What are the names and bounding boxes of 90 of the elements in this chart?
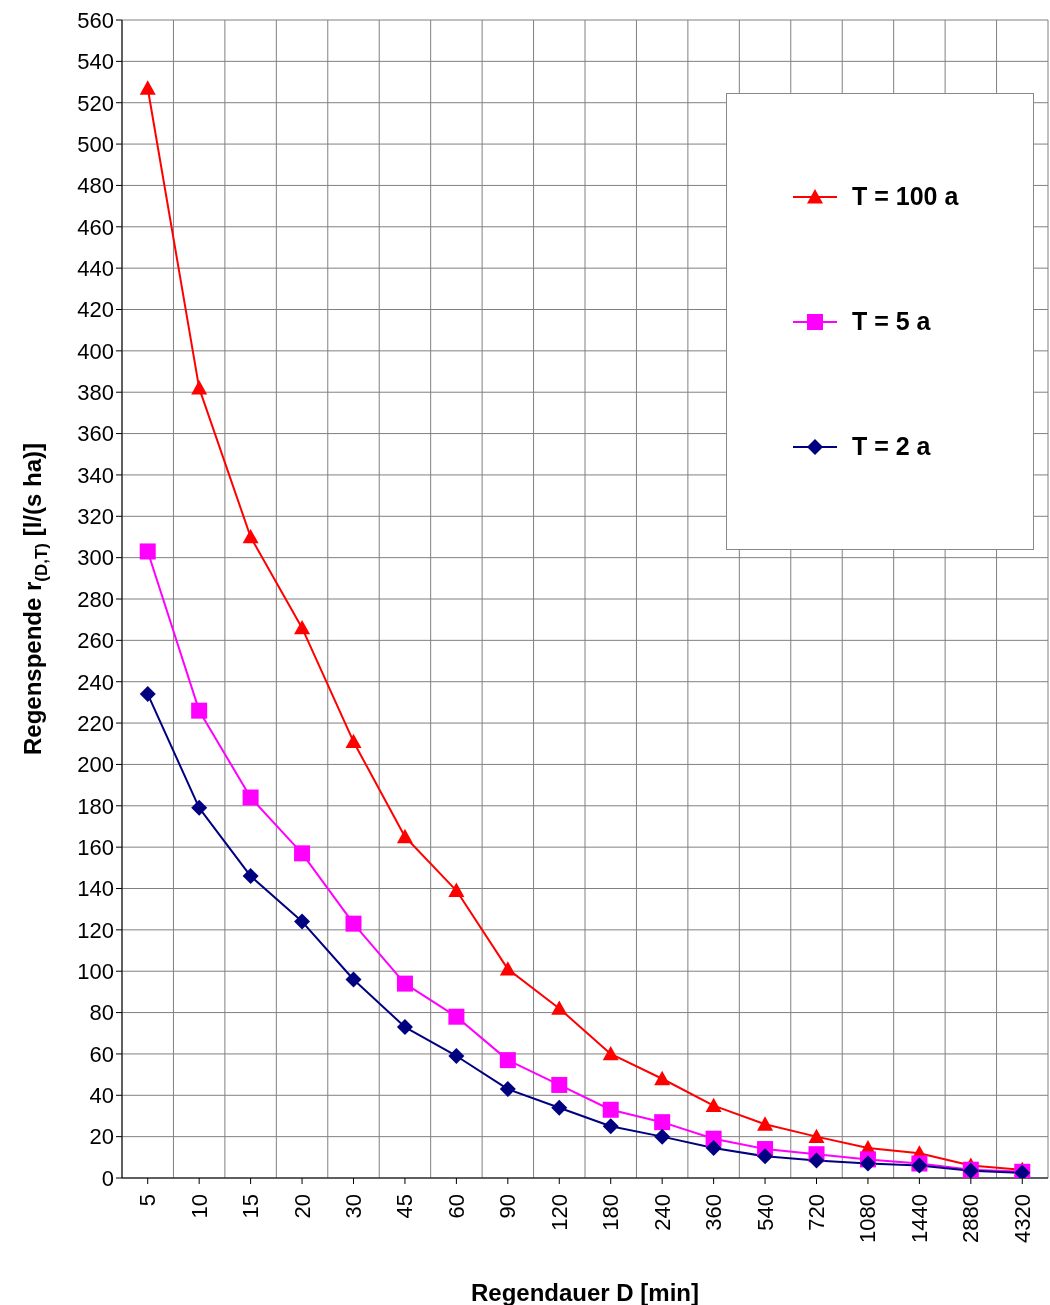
y-tick-label: 80 [89,1000,114,1026]
point [139,80,156,95]
point [191,702,208,719]
point [757,1148,774,1165]
y-tick-label: 440 [77,255,114,281]
x-tick-label: 20 [289,1194,315,1219]
point [294,845,311,862]
y-tick-label: 100 [77,959,114,985]
y-tick-label: 560 [77,7,114,33]
y-tick-label: 380 [77,380,114,406]
point [191,799,208,816]
point [602,1045,619,1061]
y-tick-label: 240 [77,669,114,695]
y-tick-label: 420 [77,297,114,323]
point [602,1118,619,1135]
x-tick-label: 240 [649,1194,675,1231]
x-tick-label: 180 [598,1194,624,1231]
y-tick-label: 360 [77,421,114,447]
y-tick-label: 520 [77,90,114,116]
point [139,543,156,560]
y-tick-label: 60 [89,1041,114,1067]
point [448,882,465,897]
y-tick-label: 500 [77,131,114,157]
x-tick-label: 90 [495,1194,521,1219]
x-tick-label: 60 [443,1194,469,1219]
x-tick-label: 15 [238,1194,264,1219]
point [294,913,311,930]
point [242,868,259,885]
point [396,1019,413,1036]
y-tick-label: 480 [77,173,114,199]
point [242,528,259,544]
point [499,1052,516,1069]
point [139,686,156,703]
y-tick-label: 300 [77,545,114,571]
point [396,975,413,992]
y-tick-label: 320 [77,504,114,530]
y-tick-label: 180 [77,793,114,819]
point [705,1140,722,1157]
point [345,971,362,988]
y-tick-label: 120 [77,917,114,943]
x-tick-label: 5 [135,1194,161,1207]
point [859,1155,876,1172]
y-tick-label: 200 [77,752,114,778]
point [499,961,516,976]
x-tick-label: 540 [752,1194,778,1231]
point [396,828,413,844]
y-tick-label: 260 [77,628,114,654]
point [345,733,362,749]
legend-label: T = 2 a [852,432,931,461]
point [294,619,311,635]
point [551,1099,568,1116]
y-tick-label: 540 [77,49,114,75]
point [808,1128,825,1144]
point [448,1008,465,1025]
y-tick-label: 160 [77,834,114,860]
y-tick-label: 340 [77,462,114,488]
x-tick-label: 120 [546,1194,572,1231]
x-tick-label: 4320 [1009,1194,1035,1243]
y-tick-label: 460 [77,214,114,240]
point [191,380,208,395]
y-tick-label: 220 [77,710,114,736]
point [551,1000,568,1015]
y-tick-label: 140 [77,876,114,902]
point [551,1076,568,1093]
y-tick-label: 20 [89,1124,114,1150]
point [808,1152,825,1169]
y-tick-label: 400 [77,338,114,364]
y-tick-label: 40 [89,1083,114,1109]
point [654,1114,671,1131]
point [602,1101,619,1118]
x-tick-label: 720 [804,1194,829,1231]
x-tick-label: 45 [392,1194,418,1219]
point [705,1097,722,1113]
point [654,1070,671,1086]
point [345,915,362,932]
x-tick-label: 360 [701,1194,727,1231]
point [654,1128,671,1145]
x-tick-label: 2880 [958,1194,984,1243]
x-tick-label: 30 [341,1194,366,1219]
point [757,1116,774,1131]
y-tick-label: 0 [101,1165,114,1191]
legend-label: T = 5 a [852,307,931,336]
x-tick-label: 1080 [855,1194,881,1243]
point [448,1048,465,1064]
x-tick-label: 1440 [906,1194,932,1243]
x-tick-label: 10 [186,1194,212,1219]
y-tick-label: 280 [77,586,114,612]
legend-label: T = 100 a [852,182,959,211]
point [499,1081,516,1098]
point [242,789,259,806]
